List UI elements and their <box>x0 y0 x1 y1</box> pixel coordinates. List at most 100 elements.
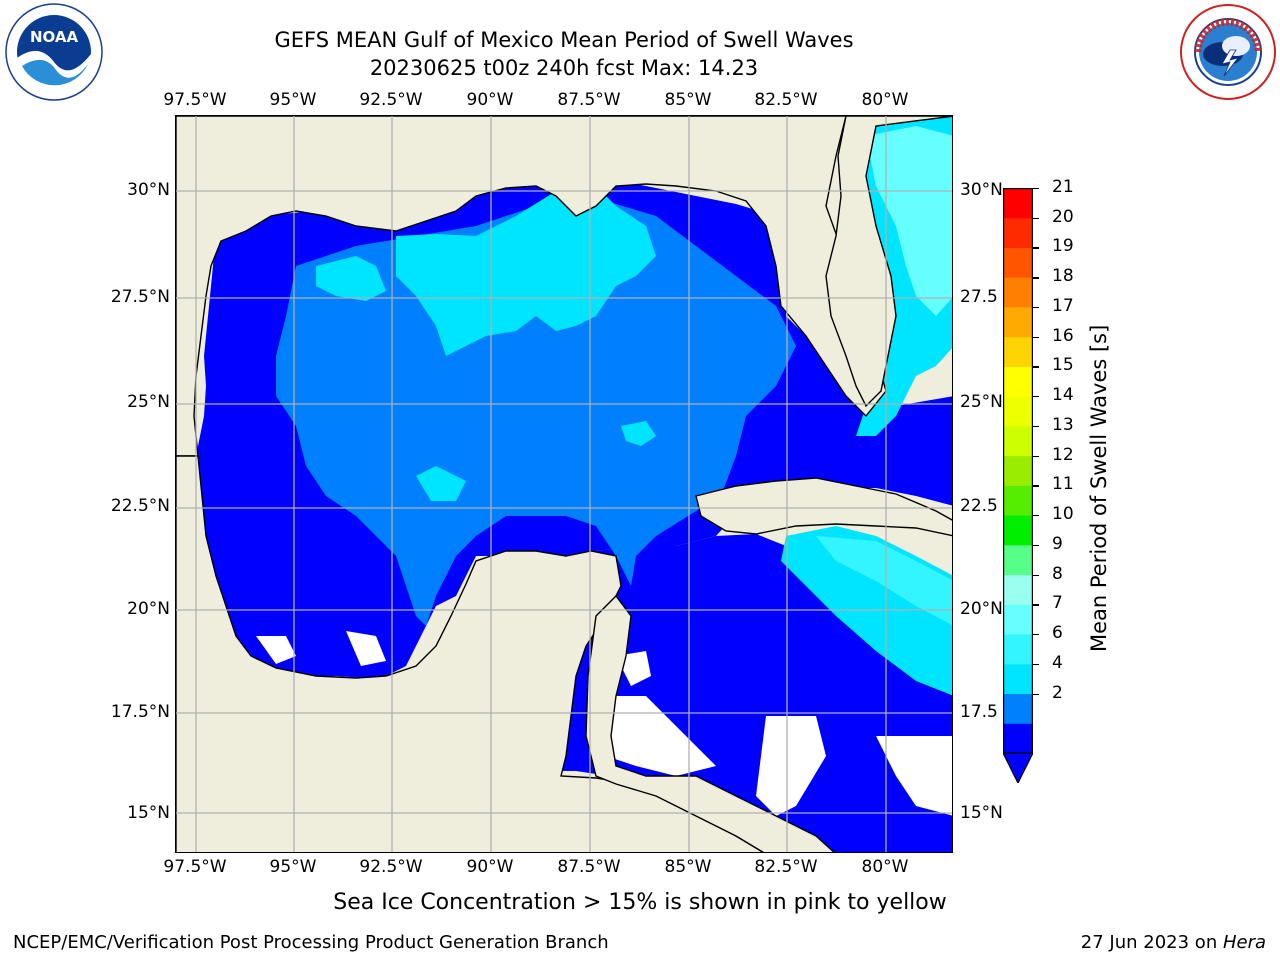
colorbar-segment <box>1003 574 1033 605</box>
cuba-coast <box>695 477 952 537</box>
colorbar-segment <box>1003 455 1033 486</box>
no-data-mask <box>756 716 826 816</box>
colorbar-tick-mark <box>1033 336 1039 338</box>
colorbar-tick-mark <box>1033 188 1039 190</box>
colorbar-label: Mean Period of Swell Waves [s] <box>1087 324 1111 652</box>
colorbar-tick-label: 19 <box>1052 236 1074 257</box>
colorbar-tick-label: 9 <box>1052 533 1063 554</box>
colorbar-segment <box>1003 277 1033 308</box>
colorbar-segment <box>1003 723 1033 754</box>
colorbar-tick-label: 6 <box>1052 623 1063 644</box>
colorbar-tick-mark <box>1033 217 1039 220</box>
colorbar-segment <box>1003 217 1033 248</box>
no-data-mask <box>876 736 952 816</box>
lat-label-left: 15°N <box>127 803 170 823</box>
colorbar-segment <box>1003 306 1033 338</box>
colorbar-tick-mark <box>1033 277 1039 279</box>
colorbar-tick-label: 12 <box>1052 444 1074 465</box>
colorbar-tick-label: 17 <box>1052 295 1074 316</box>
colorbar-tick-label: 8 <box>1052 563 1063 584</box>
caribbean-swell-band-light <box>816 536 952 625</box>
run-date: 27 Jun 2023 on Hera <box>1081 932 1266 953</box>
colorbar-segment <box>1003 604 1033 635</box>
colorbar-outline <box>1003 188 1033 754</box>
central-america-coast <box>585 594 835 852</box>
lat-label-left: 22.5°N <box>110 496 170 516</box>
map-svg <box>176 116 952 852</box>
colorbar-tick-label: 18 <box>1052 266 1074 287</box>
colorbar-tick-label: 15 <box>1052 355 1074 376</box>
colorbar-tick-label: 20 <box>1052 206 1074 227</box>
lon-label-top: 87.5°W <box>557 90 621 110</box>
colorbar-segment <box>1003 693 1033 724</box>
lat-label-right: 20°N <box>960 599 1003 619</box>
colorbar-segment <box>1003 485 1033 516</box>
colorbar-segment <box>1003 425 1033 457</box>
lat-label-right: 22.5 <box>960 496 998 516</box>
credit-text: NCEP/EMC/Verification Post Processing Pr… <box>13 932 609 953</box>
lat-label-left: 20°N <box>127 599 170 619</box>
colorbar-segment <box>1003 336 1033 367</box>
colorbar-tick-mark <box>1033 693 1039 695</box>
lon-label-bottom: 92.5°W <box>359 857 423 877</box>
lat-label-left: 27.5°N <box>110 287 170 307</box>
lat-label-right: 30°N <box>960 180 1003 200</box>
colorbar-tick-mark <box>1033 634 1039 636</box>
colorbar-tick-mark <box>1033 663 1039 666</box>
lon-label-bottom: 85°W <box>664 857 712 877</box>
swell-4-6s-region-small <box>621 421 656 446</box>
swell-2-4s-region <box>276 201 796 626</box>
atlantic-swell-band-lighter <box>866 126 952 316</box>
lat-label-right: 25°N <box>960 392 1003 412</box>
colorbar-extend-min <box>1002 752 1034 785</box>
ice-note: Sea Ice Concentration > 15% is shown in … <box>333 890 947 915</box>
swell-4-6s-region-west <box>316 256 386 301</box>
map-panel <box>175 115 953 853</box>
colorbar-segment <box>1003 544 1033 576</box>
lon-label-bottom: 80°W <box>861 857 909 877</box>
colorbar-tick-label: 7 <box>1052 593 1063 614</box>
colorbar-tick-label: 10 <box>1052 504 1074 525</box>
lon-label-top: 80°W <box>861 90 909 110</box>
no-data-mask <box>256 636 296 664</box>
lon-label-top: 82.5°W <box>754 90 818 110</box>
colorbar-tick-mark <box>1033 425 1039 428</box>
colorbar-tick-mark <box>1033 396 1039 398</box>
graticule <box>176 116 952 852</box>
lat-label-right: 15°N <box>960 803 1003 823</box>
lon-label-bottom: 90°W <box>466 857 514 877</box>
lon-label-top: 85°W <box>664 90 712 110</box>
host-name: Hera <box>1222 932 1266 953</box>
lon-label-top: 97.5°W <box>163 90 227 110</box>
lat-label-left: 30°N <box>127 180 170 200</box>
colorbar-segment <box>1003 188 1033 219</box>
colorbar-tick-label: 16 <box>1052 325 1074 346</box>
colorbar-segment <box>1003 515 1033 546</box>
colorbar-segment <box>1003 663 1033 695</box>
noaa-logo-icon: NOAA <box>4 2 104 102</box>
lon-label-bottom: 97.5°W <box>163 857 227 877</box>
colorbar-tick-mark <box>1033 515 1039 517</box>
lon-label-bottom: 87.5°W <box>557 857 621 877</box>
colorbar <box>1002 188 1034 785</box>
swell-4-6s-region-south <box>416 466 466 501</box>
colorbar-tick-label: 21 <box>1052 177 1074 197</box>
colorbar-segment <box>1003 366 1033 397</box>
lat-label-right: 27.5 <box>960 287 998 307</box>
lat-label-left: 17.5°N <box>110 702 170 722</box>
colorbar-svg <box>1002 188 1034 785</box>
chart-title: GEFS MEAN Gulf of Mexico Mean Period of … <box>274 28 854 52</box>
lat-label-left: 25°N <box>127 392 170 412</box>
colorbar-segment <box>1003 247 1033 278</box>
colorbar-tick-mark <box>1033 455 1039 457</box>
lon-label-top: 90°W <box>466 90 514 110</box>
swell-4-6s-region-central <box>396 186 656 356</box>
colorbar-tick-label: 4 <box>1052 652 1063 673</box>
run-date-text: 27 Jun 2023 on <box>1080 932 1223 953</box>
no-data-mask <box>346 631 386 666</box>
florida-peninsula <box>825 116 952 408</box>
colorbar-tick-label: 2 <box>1052 682 1063 703</box>
colorbar-tick-mark <box>1033 306 1039 309</box>
colorbar-tick-mark <box>1033 247 1039 249</box>
colorbar-tick-mark <box>1033 604 1039 606</box>
